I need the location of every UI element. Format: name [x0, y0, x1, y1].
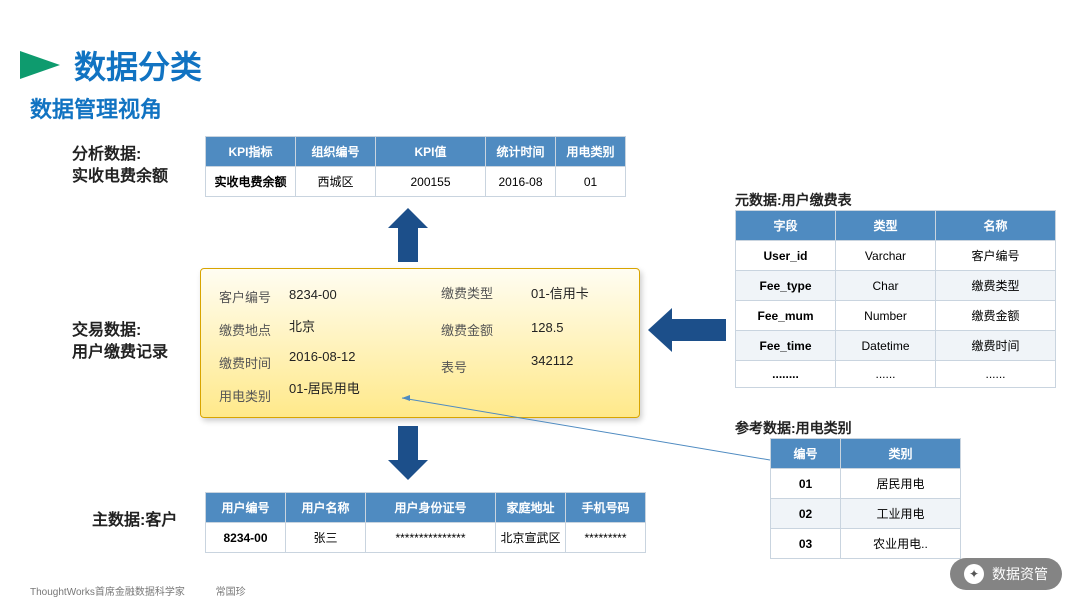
- table-row: User_idVarchar客户编号: [736, 241, 1056, 271]
- label-analytic: 分析数据: 实收电费余额: [72, 144, 168, 189]
- table-row: 8234-00张三***************北京宣武区*********: [206, 523, 646, 553]
- table-cell: *********: [566, 523, 646, 553]
- table-row: Fee_typeChar缴费类型: [736, 271, 1056, 301]
- table-cell: ......: [936, 361, 1056, 388]
- table-cell: ......: [836, 361, 936, 388]
- label-transaction: 交易数据: 用户缴费记录: [72, 320, 168, 365]
- transaction-card: 客户编号 缴费地点 缴费时间 用电类别 8234-00 北京 2016-08-1…: [200, 268, 640, 418]
- slide-footer: ThoughtWorks首席金融数据科学家 常国珍: [30, 583, 274, 598]
- table-cell: 03: [771, 529, 841, 559]
- table-cell: 01: [771, 469, 841, 499]
- table-analytic: KPI指标组织编号KPI值统计时间用电类别实收电费余额西城区2001552016…: [205, 136, 626, 197]
- watermark-text: 数据资管: [992, 564, 1048, 584]
- table-header: 手机号码: [566, 493, 646, 523]
- table-cell: Fee_time: [736, 331, 836, 361]
- card-val: 8234-00: [289, 287, 360, 302]
- table-reference: 编号类别01居民用电02工业用电03农业用电..: [770, 438, 961, 559]
- table-header: 名称: [936, 211, 1056, 241]
- card-key: 用电类别: [219, 386, 271, 405]
- table-header: 家庭地址: [496, 493, 566, 523]
- card-key: 缴费时间: [219, 353, 271, 372]
- table-row: 02工业用电: [771, 499, 961, 529]
- table-cell: 缴费金额: [936, 301, 1056, 331]
- table-header: KPI值: [376, 137, 486, 167]
- table-cell: ........: [736, 361, 836, 388]
- label-meta: 元数据:用户缴费表: [735, 190, 852, 210]
- table-cell: 张三: [286, 523, 366, 553]
- card-key: 缴费类型: [441, 283, 493, 302]
- table-header: 用户名称: [286, 493, 366, 523]
- table-row: ....................: [736, 361, 1056, 388]
- table-cell: 居民用电: [841, 469, 961, 499]
- table-cell: Number: [836, 301, 936, 331]
- table-cell: User_id: [736, 241, 836, 271]
- card-key: 客户编号: [219, 287, 271, 306]
- arrow-left-icon: [648, 308, 726, 352]
- table-header: 用电类别: [556, 137, 626, 167]
- table-cell: 200155: [376, 167, 486, 197]
- table-cell: Char: [836, 271, 936, 301]
- table-cell: Datetime: [836, 331, 936, 361]
- table-cell: 客户编号: [936, 241, 1056, 271]
- card-val: 128.5: [531, 320, 589, 335]
- table-cell: ***************: [366, 523, 496, 553]
- card-val: 01-居民用电: [289, 378, 360, 397]
- table-cell: 2016-08: [486, 167, 556, 197]
- table-cell: Fee_mum: [736, 301, 836, 331]
- title-arrow-icon: [20, 51, 60, 79]
- wechat-icon: ✦: [964, 564, 984, 584]
- table-cell: 西城区: [296, 167, 376, 197]
- table-cell: 农业用电..: [841, 529, 961, 559]
- label-master: 主数据:客户: [92, 510, 177, 532]
- table-master: 用户编号用户名称用户身份证号家庭地址手机号码8234-00张三*********…: [205, 492, 646, 553]
- slide-title-row: 数据分类: [20, 42, 202, 88]
- table-header: 用户身份证号: [366, 493, 496, 523]
- table-header: 字段: [736, 211, 836, 241]
- table-header: 编号: [771, 439, 841, 469]
- card-val: 北京: [289, 316, 360, 335]
- slide-subtitle: 数据管理视角: [30, 92, 162, 124]
- table-cell: 北京宣武区: [496, 523, 566, 553]
- table-cell: Fee_type: [736, 271, 836, 301]
- table-header: KPI指标: [206, 137, 296, 167]
- table-cell: 工业用电: [841, 499, 961, 529]
- connector-line-icon: [402, 398, 772, 462]
- table-row: Fee_mumNumber缴费金额: [736, 301, 1056, 331]
- footer-author: 常国珍: [216, 587, 246, 598]
- table-cell: 02: [771, 499, 841, 529]
- table-cell: Varchar: [836, 241, 936, 271]
- table-cell: 8234-00: [206, 523, 286, 553]
- footer-org: ThoughtWorks首席金融数据科学家: [30, 587, 185, 598]
- card-key: 缴费金额: [441, 320, 493, 339]
- table-header: 用户编号: [206, 493, 286, 523]
- slide-title: 数据分类: [74, 42, 202, 88]
- card-val: 2016-08-12: [289, 349, 360, 364]
- table-row: 03农业用电..: [771, 529, 961, 559]
- table-cell: 缴费时间: [936, 331, 1056, 361]
- table-header: 统计时间: [486, 137, 556, 167]
- table-cell: 缴费类型: [936, 271, 1056, 301]
- table-header: 类别: [841, 439, 961, 469]
- table-header: 组织编号: [296, 137, 376, 167]
- table-header: 类型: [836, 211, 936, 241]
- card-key: 表号: [441, 357, 493, 376]
- arrow-up-icon: [388, 208, 428, 262]
- watermark-badge: ✦ 数据资管: [950, 558, 1062, 590]
- card-val: 01-信用卡: [531, 283, 589, 302]
- table-row: 实收电费余额西城区2001552016-0801: [206, 167, 626, 197]
- table-cell: 实收电费余额: [206, 167, 296, 197]
- table-row: Fee_timeDatetime缴费时间: [736, 331, 1056, 361]
- table-row: 01居民用电: [771, 469, 961, 499]
- card-val: 342112: [531, 353, 589, 368]
- table-cell: 01: [556, 167, 626, 197]
- table-meta: 字段类型名称User_idVarchar客户编号Fee_typeChar缴费类型…: [735, 210, 1056, 388]
- card-key: 缴费地点: [219, 320, 271, 339]
